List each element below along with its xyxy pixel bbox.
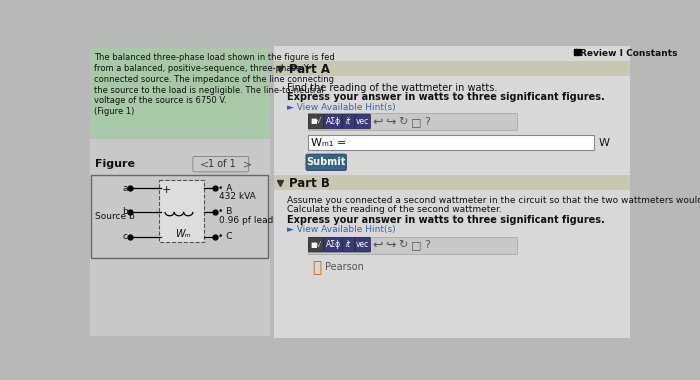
FancyBboxPatch shape [355,238,370,252]
FancyBboxPatch shape [355,114,370,129]
Text: 432 kVA: 432 kVA [219,192,256,201]
Text: ↩: ↩ [372,116,383,128]
Text: W: W [599,138,610,147]
Bar [92,175,268,258]
Text: ► View Available Hint(s): ► View Available Hint(s) [288,225,396,234]
FancyBboxPatch shape [342,114,355,129]
Text: ?: ? [424,117,430,127]
Text: ↻: ↻ [398,117,407,127]
Text: c: c [122,232,128,241]
Text: Submit: Submit [307,157,346,167]
Text: it: it [346,240,351,249]
FancyBboxPatch shape [307,113,517,130]
FancyBboxPatch shape [324,238,342,252]
FancyBboxPatch shape [306,154,346,170]
Text: a: a [122,184,128,193]
Text: • C: • C [218,232,233,241]
Text: ↪: ↪ [385,116,396,128]
Text: The balanced three-phase load shown in the figure is fed: The balanced three-phase load shown in t… [94,53,335,62]
Bar [159,180,204,242]
Text: it: it [346,117,351,125]
Text: • B: • B [218,207,233,217]
Text: Part B: Part B [289,177,330,190]
Text: 0.96 pf lead: 0.96 pf lead [219,216,274,225]
FancyBboxPatch shape [342,238,355,252]
FancyBboxPatch shape [307,237,517,253]
Text: Assume you connected a second wattmeter in the circuit so that the two wattmeter: Assume you connected a second wattmeter … [288,196,700,205]
FancyBboxPatch shape [193,157,248,172]
Text: vec: vec [356,240,370,249]
FancyBboxPatch shape [307,135,594,150]
FancyBboxPatch shape [309,238,324,252]
FancyBboxPatch shape [274,175,630,190]
FancyBboxPatch shape [90,139,270,336]
Text: Wₘ₁ =: Wₘ₁ = [311,138,346,147]
Text: ↪: ↪ [385,239,396,252]
FancyBboxPatch shape [274,46,630,338]
Text: AΣϕ: AΣϕ [326,117,341,125]
FancyBboxPatch shape [90,48,270,139]
Text: Express your answer in watts to three significant figures.: Express your answer in watts to three si… [288,92,606,102]
Text: ?: ? [424,240,430,250]
Text: b: b [122,207,128,217]
Text: • A: • A [218,184,233,193]
Text: +: + [162,185,172,195]
Text: Calculate the reading of the second wattmeter.: Calculate the reading of the second watt… [288,205,502,214]
Text: 1 of 1: 1 of 1 [208,159,235,169]
Text: Pearson: Pearson [325,262,363,272]
Text: ↩: ↩ [372,239,383,252]
Text: Wₘ: Wₘ [175,229,190,239]
Text: Ⓟ: Ⓟ [312,260,321,275]
Text: >: > [242,159,252,169]
Text: □: □ [411,240,421,250]
Text: Find the reading of the wattmeter in watts.: Find the reading of the wattmeter in wat… [288,82,498,93]
Text: vec: vec [356,117,370,125]
Text: ► View Available Hint(s): ► View Available Hint(s) [288,103,396,112]
Text: (Figure 1): (Figure 1) [94,107,134,116]
Text: Source b: Source b [95,212,135,221]
Text: Figure: Figure [95,159,135,169]
Text: Review I Constants: Review I Constants [580,49,678,59]
Text: □: □ [411,117,421,127]
Text: connected source. The impedance of the line connecting: connected source. The impedance of the l… [94,75,334,84]
Text: <: < [200,159,209,169]
FancyBboxPatch shape [274,61,630,76]
Text: Part A: Part A [289,63,330,76]
Text: voltage of the source is 6750 V.: voltage of the source is 6750 V. [94,97,226,105]
Text: AΣϕ: AΣϕ [326,240,341,249]
Text: ■√: ■√ [311,118,322,125]
Text: Express your answer in watts to three significant figures.: Express your answer in watts to three si… [288,215,606,225]
FancyBboxPatch shape [309,114,324,129]
Text: from a balanced, positive-sequence, three-phase Y-: from a balanced, positive-sequence, thre… [94,64,311,73]
Text: the source to the load is negligible. The line-to-neutral: the source to the load is negligible. Th… [94,86,323,95]
FancyBboxPatch shape [324,114,342,129]
Text: ↻: ↻ [398,240,407,250]
Text: ■√: ■√ [311,241,322,248]
